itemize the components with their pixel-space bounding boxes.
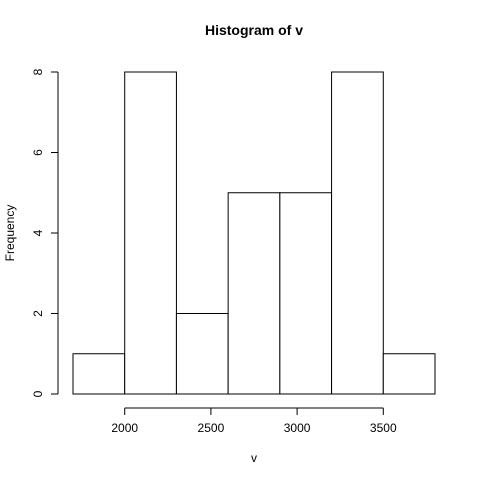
x-tick-label-3500: 3500 xyxy=(370,421,397,435)
bars-group xyxy=(72,71,436,395)
histogram-bar-0 xyxy=(72,353,126,395)
histogram-bar-1 xyxy=(124,71,177,395)
histogram-bar-2 xyxy=(175,313,229,395)
x-tick-label-3000: 3000 xyxy=(284,421,311,435)
y-tick-label-8: 8 xyxy=(31,68,45,75)
x-axis: 2000 2500 3000 3500 xyxy=(111,407,397,435)
x-axis-label: v xyxy=(251,451,257,465)
y-tick-label-2: 2 xyxy=(31,310,45,317)
y-tick-label-6: 6 xyxy=(31,149,45,156)
x-tick-label-2500: 2500 xyxy=(198,421,225,435)
y-tick-label-4: 4 xyxy=(31,229,45,236)
x-tick-label-2000: 2000 xyxy=(111,421,138,435)
histogram-bar-3 xyxy=(227,192,281,395)
y-tick-label-0: 0 xyxy=(31,390,45,397)
histogram-bar-4 xyxy=(279,192,333,395)
y-axis: 0 2 4 6 8 xyxy=(31,68,59,397)
chart-title: Histogram of v xyxy=(205,22,303,38)
histogram-bar-5 xyxy=(331,71,384,395)
histogram-bar-6 xyxy=(382,353,436,395)
y-axis-label: Frequency xyxy=(3,205,17,262)
